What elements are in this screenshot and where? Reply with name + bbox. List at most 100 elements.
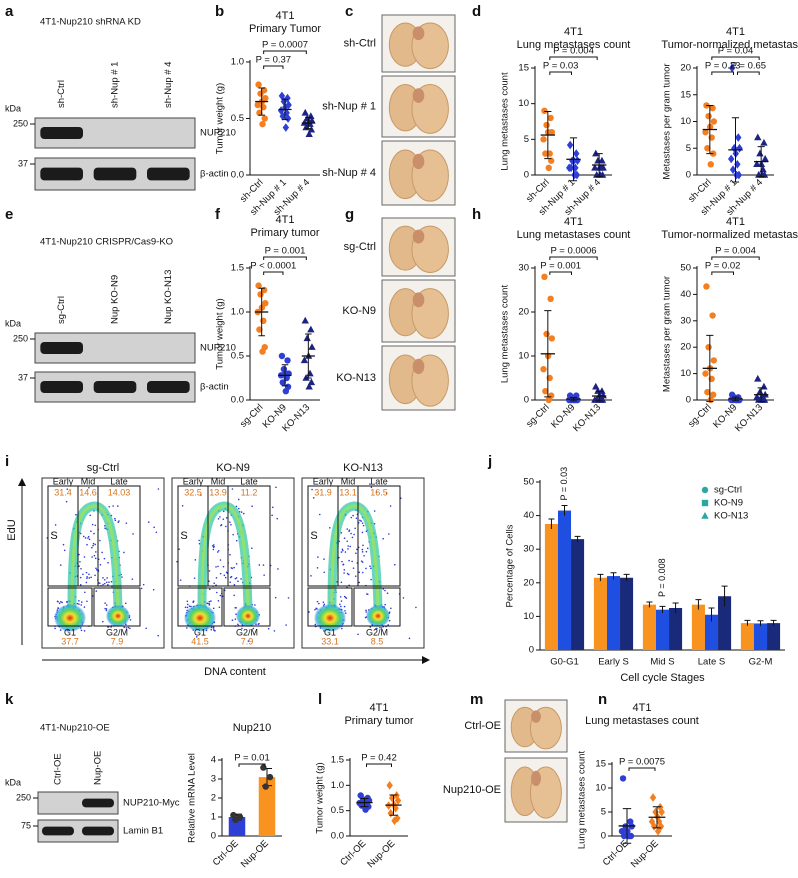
event-dot	[339, 603, 341, 606]
panel-letter: n	[598, 691, 607, 708]
data-point	[710, 391, 717, 398]
lung-center	[412, 26, 425, 41]
data-point	[709, 104, 716, 112]
event-dot	[218, 606, 221, 609]
event-dot	[105, 604, 108, 606]
data-point	[709, 312, 716, 319]
data-point	[260, 104, 267, 111]
significance-bracket	[628, 767, 656, 771]
panel-letter: c	[345, 3, 353, 20]
chart-subtitle: Lung metastases count	[517, 229, 631, 241]
event-dot	[123, 551, 125, 554]
gate-label: Late	[240, 476, 258, 486]
event-dot	[316, 600, 319, 603]
lane-label: Nup-OE	[93, 751, 104, 785]
event-dot	[87, 535, 90, 538]
data-point	[391, 816, 398, 826]
data-point	[754, 133, 762, 141]
event-dot	[117, 505, 119, 507]
event-dot	[108, 581, 110, 583]
y-axis-label: Lung metastases count	[500, 72, 511, 171]
gate-value: 7.9	[241, 636, 254, 646]
gate	[223, 587, 271, 627]
blot-band	[42, 826, 74, 836]
event-dot	[91, 546, 93, 549]
event-dot	[103, 582, 106, 585]
data-point	[756, 388, 764, 395]
gate-value: 37.7	[61, 636, 79, 646]
event-dot	[365, 550, 368, 553]
error-bar	[258, 87, 265, 116]
event-dot	[388, 533, 390, 535]
data-point	[707, 396, 714, 404]
data-point	[567, 163, 575, 173]
event-dot	[83, 556, 86, 558]
data-point	[279, 379, 286, 386]
lung-center	[531, 710, 541, 723]
event-dot	[365, 609, 367, 612]
panel-letter: h	[472, 206, 481, 223]
gate-value: 13.1	[339, 487, 357, 497]
x-tick-label: Late S	[698, 657, 725, 668]
data-point	[302, 374, 310, 381]
event-dot	[88, 577, 91, 579]
event-dot	[114, 519, 117, 522]
significance-bracket	[366, 763, 392, 767]
event-dot	[341, 627, 343, 630]
density-peak	[106, 605, 130, 627]
data-point	[761, 154, 769, 162]
p-value-label: P = 0.04	[718, 46, 753, 57]
event-dot	[88, 486, 90, 489]
event-dot	[79, 561, 81, 563]
p-value-label: P = 0.001	[265, 246, 306, 257]
gate	[47, 587, 93, 627]
event-dot	[346, 540, 349, 543]
event-dot	[140, 587, 143, 590]
event-dot	[370, 578, 372, 581]
event-dot	[80, 567, 82, 570]
panel-letter: m	[470, 691, 483, 708]
event-dot	[176, 560, 178, 563]
event-dot	[131, 578, 134, 580]
error-bar	[569, 396, 578, 402]
event-dot	[94, 524, 97, 527]
event-dot	[235, 563, 238, 565]
gate-label: G1	[194, 627, 206, 637]
bar	[620, 577, 634, 650]
event-dot	[225, 517, 228, 519]
legend-marker	[701, 512, 709, 519]
image-label: KO-N9	[342, 305, 376, 317]
event-dot	[215, 566, 217, 568]
event-dot	[59, 564, 62, 566]
event-dot	[93, 532, 95, 535]
blot-band	[40, 381, 83, 393]
event-dot	[408, 637, 411, 640]
event-dot	[90, 576, 92, 579]
data-point	[393, 791, 400, 800]
event-dot	[402, 597, 405, 599]
lane-label: Nup KO-N9	[110, 275, 121, 324]
event-dot	[208, 588, 211, 591]
error-bar	[610, 572, 617, 580]
size-marker: 250	[16, 792, 31, 802]
gate-label: Early	[313, 476, 334, 486]
density-peak	[184, 604, 216, 632]
event-dot	[75, 513, 77, 516]
blot-label: β-actin	[200, 382, 229, 393]
data-point	[358, 802, 365, 809]
event-dot	[217, 549, 220, 552]
chart-title: 4T1	[726, 216, 745, 228]
data-point	[230, 811, 237, 819]
event-dot	[86, 543, 88, 546]
data-point	[284, 357, 291, 364]
event-dot	[215, 577, 218, 579]
data-point	[657, 822, 665, 831]
gate-value: 11.2	[241, 487, 258, 497]
blot-band	[40, 127, 83, 139]
event-dot	[85, 571, 88, 574]
gate	[93, 587, 141, 627]
error-bar	[757, 387, 765, 403]
y-tick-label: 0	[601, 831, 606, 842]
event-dot	[104, 602, 106, 604]
p-value-label: P = 0.01	[234, 753, 269, 764]
